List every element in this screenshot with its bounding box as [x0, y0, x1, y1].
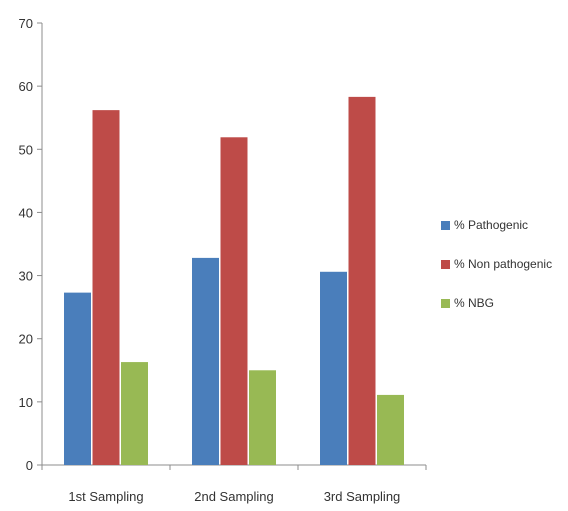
y-tick-label: 0	[26, 458, 33, 473]
legend-label: % NBG	[454, 296, 494, 310]
x-axis: 1st Sampling 2nd Sampling 3rd Sampling	[41, 464, 427, 504]
bar	[249, 370, 276, 465]
bar	[92, 110, 120, 465]
y-tick-label: 40	[19, 205, 33, 220]
y-tick-label: 20	[19, 332, 33, 347]
bar	[192, 257, 219, 465]
x-category-label: 2nd Sampling	[194, 489, 274, 504]
bar	[220, 137, 248, 465]
legend-swatch	[441, 221, 450, 230]
bars	[64, 96, 404, 466]
y-tick-label: 10	[19, 395, 33, 410]
y-axis: 0 10 20 30 40 50 60 70	[19, 16, 43, 473]
bar	[377, 394, 404, 465]
legend-swatch	[441, 260, 450, 269]
x-category-label: 3rd Sampling	[324, 489, 401, 504]
bar	[320, 271, 347, 465]
legend-label: % Non pathogenic	[454, 257, 552, 271]
y-tick-label: 60	[19, 79, 33, 94]
bar	[64, 292, 91, 465]
y-tick-label: 50	[19, 142, 33, 157]
legend-label: % Pathogenic	[454, 218, 528, 232]
bar	[121, 362, 148, 465]
legend-swatch	[441, 299, 450, 308]
x-category-label: 1st Sampling	[68, 489, 143, 504]
y-tick-label: 70	[19, 16, 33, 31]
legend: % Pathogenic % Non pathogenic % NBG	[441, 218, 552, 310]
y-tick-label: 30	[19, 269, 33, 284]
bar	[348, 96, 376, 466]
